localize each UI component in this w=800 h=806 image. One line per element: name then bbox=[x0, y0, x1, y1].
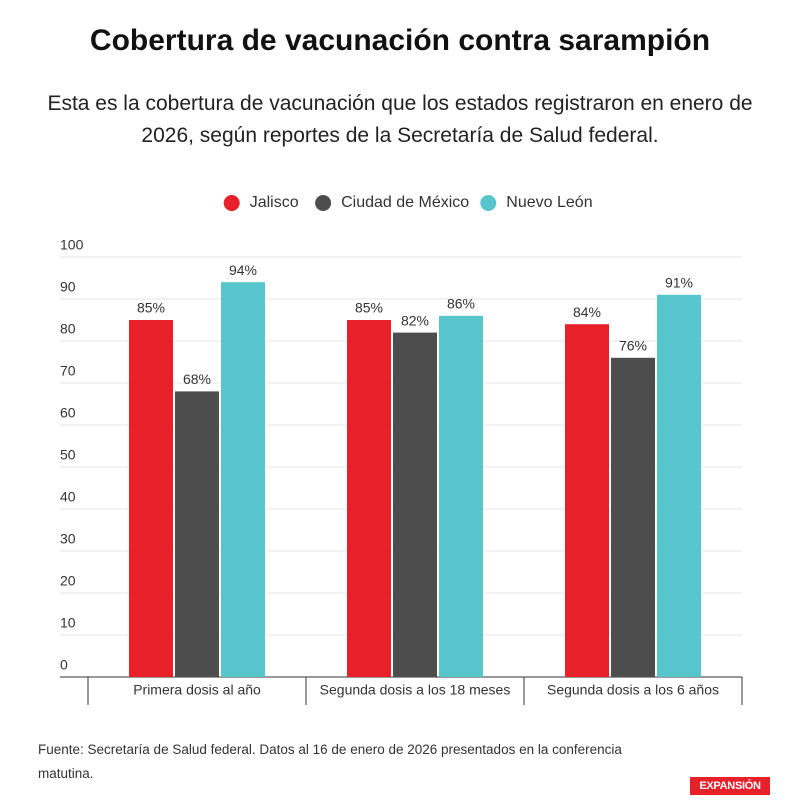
value-label: 94% bbox=[229, 262, 257, 278]
legend-swatch bbox=[223, 195, 240, 211]
y-tick-label: 0 bbox=[60, 657, 68, 673]
y-tick-label: 30 bbox=[60, 531, 76, 547]
y-tick-label: 80 bbox=[60, 321, 76, 337]
value-label: 91% bbox=[665, 275, 693, 291]
y-tick-label: 40 bbox=[60, 489, 76, 505]
value-label: 84% bbox=[573, 304, 601, 320]
value-label: 76% bbox=[619, 338, 647, 354]
legend-label: Ciudad de México bbox=[341, 194, 469, 211]
logo: EXPANSIÓN bbox=[690, 777, 770, 795]
legend-label: Jalisco bbox=[250, 194, 299, 211]
y-tick-label: 50 bbox=[60, 447, 76, 463]
bar bbox=[611, 357, 655, 677]
value-label: 85% bbox=[355, 300, 383, 316]
bar bbox=[393, 332, 437, 677]
legend-swatch bbox=[480, 195, 497, 211]
bar bbox=[221, 282, 265, 677]
bar bbox=[129, 320, 173, 677]
x-tick-label: Primera dosis al año bbox=[133, 682, 261, 698]
bar bbox=[565, 324, 609, 677]
bar bbox=[439, 315, 483, 677]
chart-title: Cobertura de vacunación contra sarampión bbox=[89, 24, 711, 57]
value-label: 85% bbox=[137, 300, 165, 316]
legend-swatch bbox=[315, 195, 332, 211]
chart-subtitle: Esta es la cobertura de vacunación que l… bbox=[47, 92, 753, 147]
x-tick-label: Segunda dosis a los 18 meses bbox=[320, 682, 511, 698]
y-tick-label: 100 bbox=[60, 237, 84, 253]
value-label: 68% bbox=[183, 371, 211, 387]
y-tick-label: 10 bbox=[60, 615, 76, 631]
legend-label: Nuevo León bbox=[506, 194, 592, 211]
value-label: 82% bbox=[401, 312, 429, 328]
source-note: Fuente: Secretaría de Salud federal. Dat… bbox=[38, 742, 622, 781]
bar bbox=[175, 391, 219, 677]
bar bbox=[347, 320, 391, 677]
y-tick-label: 20 bbox=[60, 573, 76, 589]
y-tick-label: 60 bbox=[60, 405, 76, 421]
y-tick-label: 90 bbox=[60, 279, 76, 295]
y-tick-label: 70 bbox=[60, 363, 76, 379]
bar bbox=[657, 294, 701, 677]
value-label: 86% bbox=[447, 296, 475, 312]
x-tick-label: Segunda dosis a los 6 años bbox=[547, 682, 719, 698]
